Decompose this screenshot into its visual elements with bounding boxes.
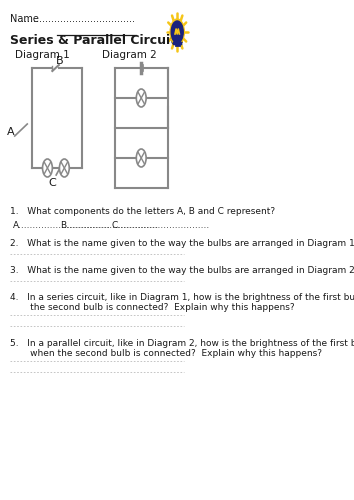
Text: Diagram 2: Diagram 2 [102, 50, 157, 60]
Text: B: B [56, 56, 64, 66]
Text: A: A [7, 127, 15, 137]
Circle shape [59, 159, 69, 177]
Text: ......................................: ...................................... [21, 14, 135, 24]
Text: 5.   In a parallel circuit, like in Diagram 2, how is the brightness of the firs: 5. In a parallel circuit, like in Diagra… [10, 339, 354, 358]
Text: Diagram 1: Diagram 1 [15, 50, 70, 60]
Circle shape [170, 19, 184, 45]
Text: A................................: A................................ [13, 221, 111, 230]
Text: Series & Parallel Circuits: Series & Parallel Circuits [10, 34, 183, 47]
Text: C................................: C................................ [112, 221, 210, 230]
Text: B................................: B................................ [60, 221, 158, 230]
Circle shape [136, 89, 146, 107]
Circle shape [171, 21, 183, 43]
Circle shape [42, 159, 52, 177]
Text: 2.   What is the name given to the way the bulbs are arranged in Diagram 1?: 2. What is the name given to the way the… [10, 239, 354, 248]
Text: C: C [48, 178, 56, 188]
Text: 3.   What is the name given to the way the bulbs are arranged in Diagram 2?: 3. What is the name given to the way the… [10, 266, 354, 275]
Text: 1.   What components do the letters A, B and C represent?: 1. What components do the letters A, B a… [10, 207, 275, 216]
Circle shape [136, 149, 146, 167]
Text: 4.   In a series circuit, like in Diagram 1, how is the brightness of the first : 4. In a series circuit, like in Diagram … [10, 293, 354, 312]
Text: Name: Name [10, 14, 39, 24]
